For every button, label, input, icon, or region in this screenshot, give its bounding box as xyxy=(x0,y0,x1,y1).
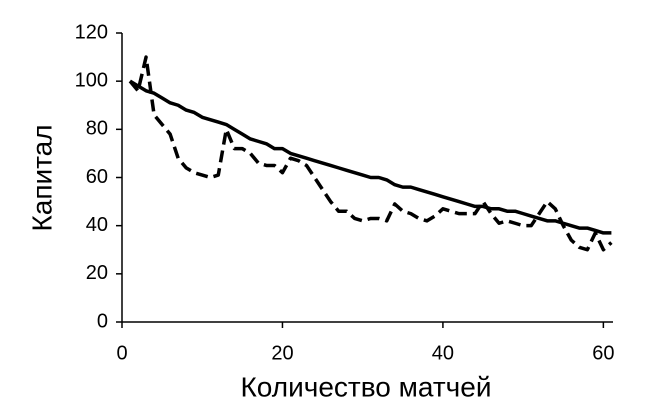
x-axis-label: Количество матчей xyxy=(241,371,492,402)
x-tick-label: 20 xyxy=(271,342,293,364)
data-line xyxy=(128,55,613,252)
y-axis-label: Капитал xyxy=(26,124,57,231)
y-tick-label: 60 xyxy=(86,166,108,188)
x-tick-label: 40 xyxy=(432,342,454,364)
y-tick-label: 40 xyxy=(86,214,108,236)
y-tick-label: 0 xyxy=(97,310,108,332)
y-tick-label: 120 xyxy=(75,21,108,43)
y-tick-label: 20 xyxy=(86,262,108,284)
data-line xyxy=(129,79,612,235)
x-tick-label: 0 xyxy=(116,342,127,364)
y-tick-label: 80 xyxy=(86,118,108,140)
y-tick-label: 100 xyxy=(75,69,108,91)
x-tick-label: 60 xyxy=(592,342,614,364)
